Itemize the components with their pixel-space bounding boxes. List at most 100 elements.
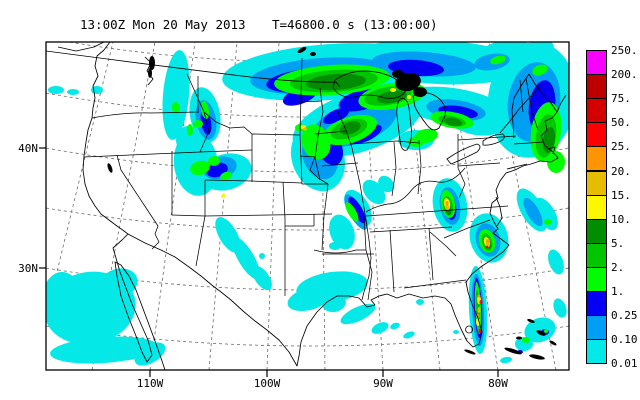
map-frame <box>45 41 570 371</box>
precip-cell <box>252 265 272 291</box>
lat-tick-label: 30N <box>18 262 38 275</box>
precip-cell <box>444 117 462 127</box>
precip-cell <box>221 194 225 198</box>
legend-value-label: 2. <box>611 260 625 274</box>
state-boundary <box>251 180 303 184</box>
meridian-line <box>362 42 384 370</box>
precip-cell <box>390 88 396 92</box>
state-boundary <box>199 111 210 153</box>
meridian-line <box>404 42 441 370</box>
precip-cell <box>486 245 488 249</box>
coastline <box>495 196 503 227</box>
lake-outline <box>482 133 505 146</box>
precip-cell <box>193 120 203 128</box>
precip-cell <box>50 336 158 364</box>
meridian-line <box>149 42 196 370</box>
coastline <box>144 56 154 86</box>
state-boundary <box>91 111 199 119</box>
coastline <box>46 50 341 88</box>
state-boundary <box>417 139 422 195</box>
precip-cell <box>522 337 530 343</box>
state-boundary <box>525 77 539 131</box>
state-boundary <box>511 109 515 139</box>
legend-value-label: 0.25 <box>611 309 638 323</box>
precip-cell <box>48 86 64 94</box>
state-boundary <box>365 209 453 217</box>
precip-cell <box>490 55 506 65</box>
legend-color-box <box>586 266 607 292</box>
state-boundary <box>391 141 397 197</box>
legend-color-box <box>586 74 607 100</box>
state-boundary <box>349 140 398 145</box>
state-boundary <box>363 215 367 251</box>
precip-cell <box>46 272 82 328</box>
title-datetime: 13:00Z Mon 20 May 2013 <box>80 17 246 32</box>
legend-color-box <box>586 146 607 172</box>
legend-value-label: 75. <box>611 92 631 106</box>
lon-tick-label: 80W <box>488 377 508 390</box>
precip-cell <box>486 239 490 243</box>
map-outlines <box>46 42 567 370</box>
lat-tick-label: 40N <box>18 142 38 155</box>
lake-outline <box>396 98 412 151</box>
lon-tick-label: 110W <box>136 377 164 390</box>
precip-cell <box>176 126 200 154</box>
precip-cell <box>544 329 548 333</box>
lon-tick-label: 90W <box>373 377 393 390</box>
precip-cell <box>477 294 481 298</box>
title-model-time: T=46800.0 s (13:00:00) <box>272 17 438 32</box>
precip-cell <box>371 322 389 334</box>
state-boundary <box>299 134 303 185</box>
precip-cell <box>500 356 512 364</box>
legend-color-box <box>586 170 607 196</box>
precip-cell <box>547 151 565 173</box>
coastline <box>511 73 530 111</box>
state-boundary <box>314 87 324 181</box>
precip-cell <box>390 322 400 330</box>
precip-cell <box>162 50 190 140</box>
precip-cell <box>378 175 394 193</box>
precip-cell <box>171 102 181 114</box>
legend-value-label: 5. <box>611 236 625 250</box>
legend-value-label: 0.10 <box>611 333 638 347</box>
precip-cell <box>526 42 554 56</box>
state-boundary <box>204 213 333 217</box>
precip-cell <box>345 202 359 222</box>
state-boundary <box>199 149 253 153</box>
precip-cell <box>445 201 449 205</box>
legend-color-box <box>586 98 607 124</box>
coastline <box>499 84 542 134</box>
meridian-line <box>266 42 280 370</box>
state-boundary <box>204 179 253 182</box>
precip-cell <box>416 299 424 305</box>
state-boundary <box>451 205 509 211</box>
state-boundary <box>321 183 329 251</box>
legend-color-box <box>586 315 607 341</box>
precip-cell <box>407 95 411 99</box>
precip-cell <box>287 286 331 312</box>
state-boundary <box>513 141 545 145</box>
state-boundary <box>116 154 160 250</box>
state-boundary <box>465 325 473 334</box>
state-boundary <box>282 181 286 219</box>
precip-cell <box>322 293 346 313</box>
state-boundary <box>389 229 395 293</box>
state-boundary <box>299 57 303 136</box>
coastline <box>82 42 166 370</box>
state-boundary <box>403 279 467 289</box>
precip-cell <box>348 196 366 224</box>
precip-cell <box>445 204 449 210</box>
precip-cell <box>477 307 481 313</box>
precip-cell <box>323 107 349 125</box>
parallel-line <box>46 325 569 347</box>
legend-value-label: 50. <box>611 116 631 130</box>
legend-color-box <box>586 242 607 268</box>
lon-tick-label: 100W <box>253 377 281 390</box>
legend-color-box <box>586 291 607 317</box>
precip-cell <box>548 249 564 275</box>
state-boundary <box>83 151 201 158</box>
coastline <box>546 146 556 155</box>
state-boundary <box>171 214 206 217</box>
legend-color-box <box>586 339 607 365</box>
